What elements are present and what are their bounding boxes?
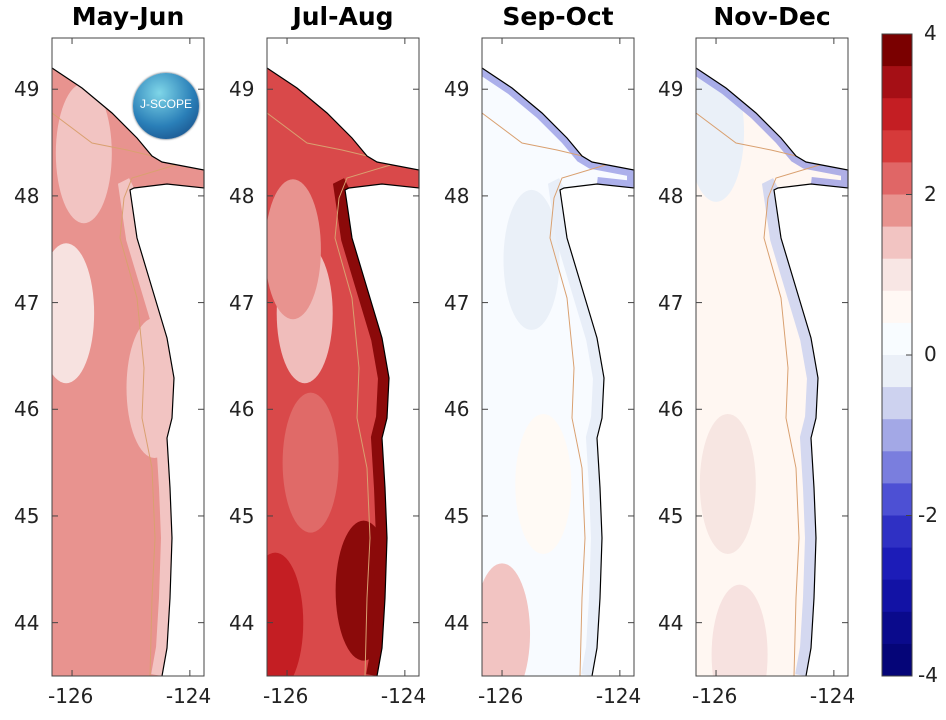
anomaly-region — [711, 584, 768, 676]
colorbar — [881, 33, 913, 677]
lat-tick-label: 48 — [444, 183, 470, 208]
isobath-contour — [482, 112, 614, 676]
coastline — [266, 67, 420, 677]
lon-tick-label: -124 — [165, 684, 212, 708]
sst-anomaly-field — [482, 68, 634, 676]
colorbar-segment — [882, 66, 912, 99]
lat-tick-label: 47 — [229, 290, 255, 315]
lon-tick-label: -126 — [263, 684, 309, 708]
anomaly-region — [699, 413, 756, 554]
panel-title: May-Jun — [71, 2, 185, 31]
colorbar-segment — [882, 322, 912, 356]
lon-tick-label: -126 — [478, 684, 524, 708]
lon-tick-label: -124 — [595, 684, 642, 708]
colorbar-segment — [882, 98, 912, 131]
colorbar-segment — [882, 451, 912, 484]
colorbar-tick-label: 0 — [924, 342, 937, 366]
anomaly-region — [55, 83, 112, 224]
colorbar-segment — [882, 579, 912, 613]
lat-tick-label: 47 — [14, 290, 40, 315]
lon-tick-label: -124 — [809, 684, 856, 708]
lon-tick-label: -126 — [692, 684, 738, 708]
lat-tick-label: 49 — [658, 77, 684, 102]
colorbar-segment — [882, 226, 912, 260]
jscope-logo: J-SCOPE — [133, 73, 199, 139]
lat-tick-label: 45 — [444, 503, 470, 528]
lat-tick-label: 48 — [229, 183, 255, 208]
lat-tick-label: 44 — [229, 610, 255, 635]
lat-tick-label: 45 — [14, 503, 40, 528]
coastline — [481, 67, 635, 677]
anomaly-region — [52, 243, 95, 384]
colorbar-segment — [882, 515, 912, 549]
isobath-contour — [52, 112, 184, 676]
panel-frame — [481, 37, 635, 677]
colorbar-segment — [882, 130, 912, 163]
lat-tick-label: 49 — [444, 77, 470, 102]
panel-title: Jul-Aug — [292, 2, 394, 31]
lat-tick-label: 46 — [14, 397, 40, 422]
lon-tick-label: -124 — [380, 684, 427, 708]
colorbar-segment — [882, 643, 912, 677]
lat-tick-label: 44 — [444, 610, 470, 635]
panel-frame — [266, 37, 420, 677]
lat-tick-label: 46 — [658, 397, 684, 422]
anomaly-region — [482, 563, 531, 676]
lat-tick-label: 44 — [14, 610, 40, 635]
panel-title: Sep-Oct — [502, 2, 614, 31]
anomaly-region — [267, 179, 321, 320]
isobath-contour — [696, 112, 828, 676]
colorbar-tick-label: 2 — [924, 181, 937, 206]
anomaly-region — [282, 392, 339, 533]
panel-frame — [51, 37, 205, 677]
colorbar-segment — [882, 162, 912, 195]
colorbar-segment — [882, 34, 912, 67]
sst-anomaly-field — [696, 68, 848, 676]
map-panel — [266, 37, 420, 677]
colorbar-segment — [882, 387, 912, 420]
lat-tick-label: 47 — [444, 290, 470, 315]
map-panel — [481, 37, 635, 677]
anomaly-region — [267, 552, 304, 676]
panel-title: Nov-Dec — [713, 2, 831, 31]
colorbar-segment — [882, 547, 912, 581]
anomaly-region — [126, 317, 183, 458]
colorbar-segment — [882, 483, 912, 516]
sst-anomaly-field — [267, 68, 419, 676]
lat-tick-label: 45 — [658, 503, 684, 528]
lon-tick-label: -126 — [48, 684, 94, 708]
lat-tick-label: 46 — [444, 397, 470, 422]
lat-tick-label: 44 — [658, 610, 684, 635]
map-panel — [695, 37, 849, 677]
logo-text: J-SCOPE — [139, 97, 192, 111]
colorbar-segment — [882, 290, 912, 324]
lat-tick-label: 48 — [14, 183, 40, 208]
lat-tick-label: 48 — [658, 183, 684, 208]
lat-tick-label: 47 — [658, 290, 684, 315]
lat-tick-label: 49 — [14, 77, 40, 102]
colorbar-tick-label: 4 — [924, 21, 937, 45]
colorbar-segment — [882, 611, 912, 645]
colorbar-segment — [882, 355, 912, 388]
coastline — [695, 67, 849, 677]
anomaly-region — [503, 189, 560, 330]
anomaly-region — [515, 413, 572, 554]
lat-tick-label: 49 — [229, 77, 255, 102]
lat-tick-label: 45 — [229, 503, 255, 528]
coastline — [51, 67, 205, 677]
colorbar-segment — [882, 194, 912, 228]
colorbar-segment — [882, 258, 912, 292]
colorbar-segment — [882, 419, 912, 452]
isobath-contour — [267, 112, 399, 676]
lat-tick-label: 46 — [229, 397, 255, 422]
panel-frame — [695, 37, 849, 677]
colorbar-tick-label: -4 — [918, 663, 938, 687]
colorbar-tick-label: -2 — [918, 502, 938, 527]
